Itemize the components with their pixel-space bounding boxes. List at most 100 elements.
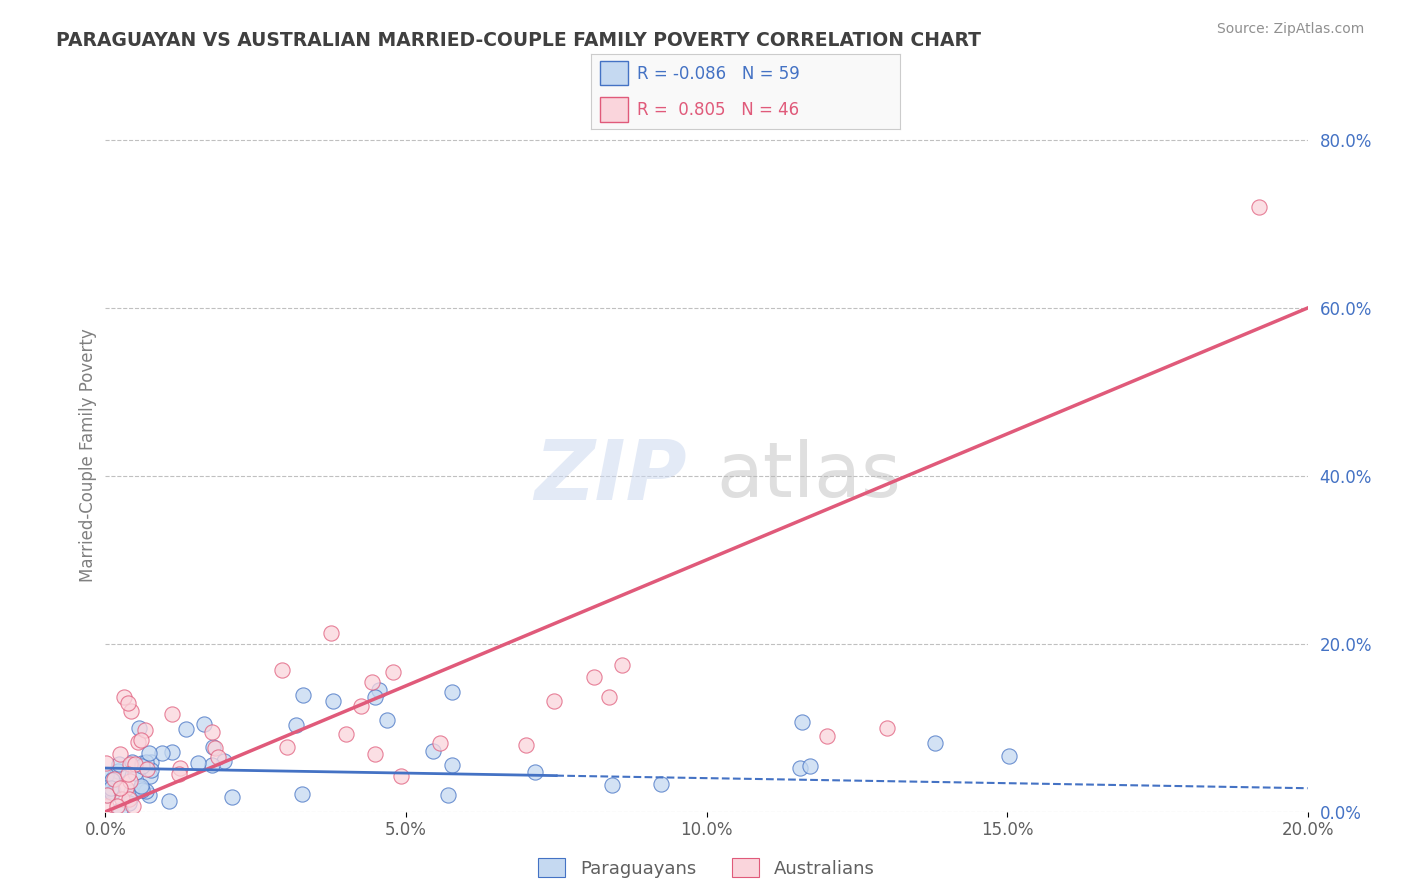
Point xyxy=(131,783,153,797)
Point xyxy=(650,777,672,791)
Point xyxy=(174,722,197,736)
Point xyxy=(121,755,143,769)
Point xyxy=(138,747,160,761)
Point xyxy=(422,744,444,758)
Point xyxy=(1249,200,1271,214)
Point xyxy=(117,696,139,710)
Point xyxy=(108,756,131,771)
Point xyxy=(107,764,129,778)
Point xyxy=(118,796,141,810)
Point xyxy=(122,799,145,814)
Point xyxy=(101,783,124,797)
Point xyxy=(360,675,382,690)
Point xyxy=(204,741,226,756)
Point xyxy=(129,780,152,795)
Point xyxy=(319,626,342,640)
Point xyxy=(94,782,117,797)
Point xyxy=(429,736,451,750)
Point xyxy=(105,799,128,814)
Point xyxy=(270,663,292,677)
Point xyxy=(375,713,398,727)
Point xyxy=(157,794,180,808)
Point xyxy=(118,756,141,771)
Point xyxy=(201,740,224,755)
Point xyxy=(96,788,118,802)
Point xyxy=(108,747,131,762)
Point xyxy=(610,657,633,672)
Point xyxy=(876,721,898,735)
Point xyxy=(221,790,243,805)
Point xyxy=(349,699,371,714)
Point xyxy=(96,788,118,802)
Point xyxy=(124,756,146,771)
Point xyxy=(129,779,152,793)
Point xyxy=(207,750,229,764)
Point xyxy=(120,773,142,788)
Point xyxy=(114,781,136,796)
Point xyxy=(129,732,152,747)
Point xyxy=(169,761,191,775)
Point xyxy=(124,766,146,780)
Point xyxy=(120,784,142,798)
Point xyxy=(515,738,537,752)
Point xyxy=(363,690,385,704)
Point xyxy=(134,723,156,738)
Point xyxy=(111,792,134,806)
Point xyxy=(276,740,298,755)
Legend: Paraguayans, Australians: Paraguayans, Australians xyxy=(531,851,882,885)
Y-axis label: Married-Couple Family Poverty: Married-Couple Family Poverty xyxy=(79,328,97,582)
Point xyxy=(139,763,162,777)
FancyBboxPatch shape xyxy=(600,97,627,122)
Text: R = -0.086   N = 59: R = -0.086 N = 59 xyxy=(637,65,800,83)
Point xyxy=(138,789,160,803)
Point xyxy=(389,769,412,783)
Point xyxy=(141,756,163,770)
Text: R =  0.805   N = 46: R = 0.805 N = 46 xyxy=(637,101,799,119)
Text: PARAGUAYAN VS AUSTRALIAN MARRIED-COUPLE FAMILY POVERTY CORRELATION CHART: PARAGUAYAN VS AUSTRALIAN MARRIED-COUPLE … xyxy=(56,31,981,50)
Point xyxy=(101,771,124,785)
Point xyxy=(101,786,124,800)
Point xyxy=(382,665,405,679)
Point xyxy=(135,784,157,798)
Point xyxy=(150,746,173,760)
Point xyxy=(100,781,122,796)
Point xyxy=(138,769,160,783)
Point xyxy=(117,791,139,805)
Point xyxy=(924,737,946,751)
Point xyxy=(212,754,235,768)
Point xyxy=(96,781,118,796)
Point xyxy=(284,718,307,732)
Point xyxy=(335,727,357,741)
Point xyxy=(160,707,183,722)
Text: Source: ZipAtlas.com: Source: ZipAtlas.com xyxy=(1216,22,1364,37)
Point xyxy=(167,767,190,781)
Point xyxy=(94,756,117,770)
Point xyxy=(101,773,124,788)
Point xyxy=(103,772,125,786)
Point xyxy=(193,717,215,731)
Point xyxy=(187,756,209,770)
Point xyxy=(201,725,224,739)
Point xyxy=(117,767,139,781)
Point xyxy=(441,684,464,698)
Point xyxy=(789,762,811,776)
Point xyxy=(96,799,118,814)
Point xyxy=(292,688,315,702)
Point xyxy=(367,683,389,698)
Text: ZIP: ZIP xyxy=(534,436,686,516)
Point xyxy=(127,735,149,749)
Point xyxy=(583,670,606,684)
Point xyxy=(441,757,464,772)
Point xyxy=(201,757,224,772)
FancyBboxPatch shape xyxy=(600,62,627,86)
Point xyxy=(135,755,157,769)
Point xyxy=(792,714,814,729)
Point xyxy=(523,765,546,780)
Text: atlas: atlas xyxy=(716,440,901,513)
Point xyxy=(131,756,153,771)
Point xyxy=(598,690,620,705)
Point xyxy=(543,694,565,708)
Point xyxy=(291,787,314,801)
Point xyxy=(160,746,183,760)
Point xyxy=(322,694,344,708)
